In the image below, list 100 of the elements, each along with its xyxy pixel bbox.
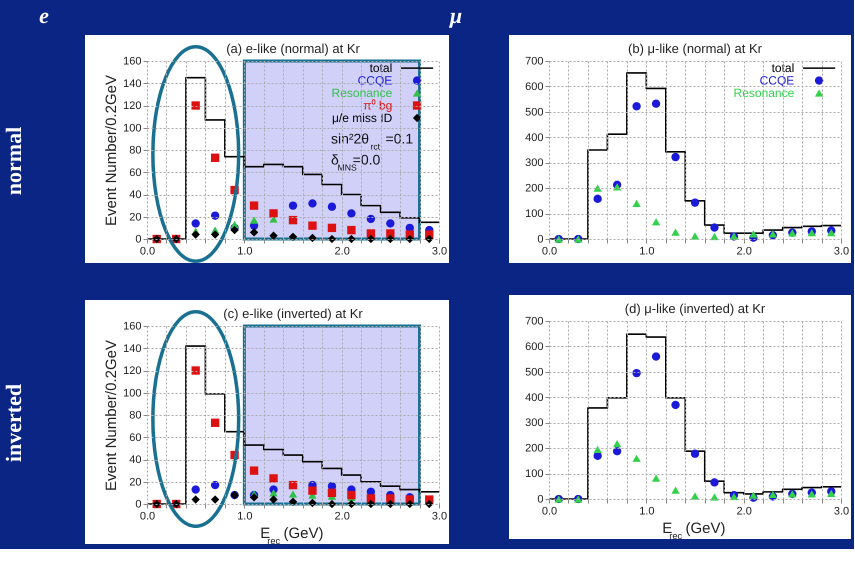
point: [768, 490, 778, 498]
point: [347, 234, 356, 244]
x-tick-label: 2.0: [334, 246, 350, 258]
y-tick-label: 600: [525, 340, 544, 353]
x-tick-label: 1.0: [237, 246, 252, 258]
point: [328, 202, 336, 211]
y-tick-label: 140: [123, 78, 142, 90]
text: inverted: [1, 384, 26, 462]
point: [250, 201, 258, 210]
point: [671, 228, 680, 236]
point: [269, 495, 278, 504]
point: [328, 488, 336, 498]
y-tick-label: 40: [129, 189, 142, 201]
point: [250, 493, 258, 502]
y-tick-label: 140: [123, 342, 142, 355]
point: [328, 224, 336, 232]
y-tick-label: 0: [537, 494, 544, 506]
point: [308, 498, 317, 508]
point: [308, 221, 317, 230]
x-tick-label: 3.0: [432, 510, 448, 522]
y-axis-title: Event Number/0.2GeV: [103, 75, 120, 226]
point: [632, 102, 641, 110]
y-tick-label: 500: [525, 106, 544, 118]
x-tick-label: 1.0: [237, 510, 252, 522]
point: [827, 229, 836, 236]
y-tick-label: 120: [123, 100, 142, 112]
x-tick-label: 2.0: [736, 246, 752, 258]
x-tick-label: 3.0: [834, 246, 850, 258]
point: [827, 490, 836, 498]
point: [288, 201, 298, 210]
y-tick-label: 120: [123, 365, 142, 377]
y-tick-label: 100: [525, 208, 544, 220]
y-tick-label: 60: [129, 432, 142, 444]
point: [288, 490, 298, 498]
text: μ: [448, 3, 462, 28]
point: [690, 450, 700, 458]
point: [690, 198, 700, 207]
point: [210, 480, 220, 490]
y-tick-label: 100: [123, 122, 142, 134]
point: [690, 492, 700, 500]
point: [749, 492, 758, 499]
chart-title: (b) μ-like (normal) at Kr: [628, 41, 763, 56]
point: [366, 214, 376, 224]
chart-title: (d) μ-like (inverted) at Kr: [624, 301, 766, 316]
point: [269, 231, 278, 240]
y-tick-label: 300: [525, 157, 544, 170]
point: [690, 232, 700, 240]
point: [593, 184, 602, 192]
point: [386, 234, 395, 244]
text: normal: [1, 126, 26, 196]
point: [250, 228, 258, 237]
point: [386, 219, 395, 228]
point: [632, 454, 641, 462]
point: [269, 209, 278, 218]
point: [612, 440, 622, 448]
legend-label: Resonance: [332, 86, 393, 100]
x-tick-label: 2.0: [736, 506, 752, 518]
y-tick-label: 500: [525, 366, 544, 378]
x-tick-label: 3.0: [834, 506, 850, 518]
point: [366, 234, 376, 244]
point: [328, 500, 336, 508]
y-tick-label: 700: [525, 316, 544, 328]
legend-label: CCQE: [760, 74, 794, 88]
x-tick-label: 0.0: [140, 246, 156, 258]
legend-label: total: [772, 61, 794, 76]
point: [191, 366, 200, 375]
point: [710, 478, 719, 487]
x-tick-label: 3.0: [432, 246, 448, 258]
point: [191, 485, 200, 494]
x-tick-label: 1.0: [639, 506, 654, 518]
point: [612, 447, 622, 456]
point: [210, 154, 220, 162]
y-tick-label: 80: [129, 144, 142, 156]
point: [210, 211, 220, 220]
point: [593, 446, 602, 454]
point: [593, 194, 602, 203]
y-tick-label: 600: [525, 80, 544, 93]
y-axis-title: Event Number/0.2GeV: [103, 340, 120, 491]
x-tick-label: 0.0: [542, 506, 558, 518]
point: [652, 352, 660, 361]
point: [308, 234, 317, 242]
point: [210, 230, 220, 239]
y-tick-label: 20: [129, 476, 142, 488]
y-tick-label: 300: [525, 417, 544, 430]
point: [328, 234, 336, 244]
point: [250, 466, 258, 475]
point: [191, 495, 200, 504]
point: [632, 368, 641, 378]
point: [308, 199, 317, 208]
point: [347, 226, 356, 234]
y-tick-label: 100: [525, 468, 544, 480]
y-tick-label: 80: [129, 410, 142, 422]
legend-label: Resonance: [734, 86, 795, 100]
y-tick-label: 20: [129, 211, 142, 224]
point: [250, 216, 258, 224]
point: [210, 418, 220, 427]
y-tick-label: 0: [537, 234, 544, 246]
point: [652, 474, 660, 482]
point: [347, 500, 356, 508]
y-tick-label: 100: [123, 387, 142, 400]
